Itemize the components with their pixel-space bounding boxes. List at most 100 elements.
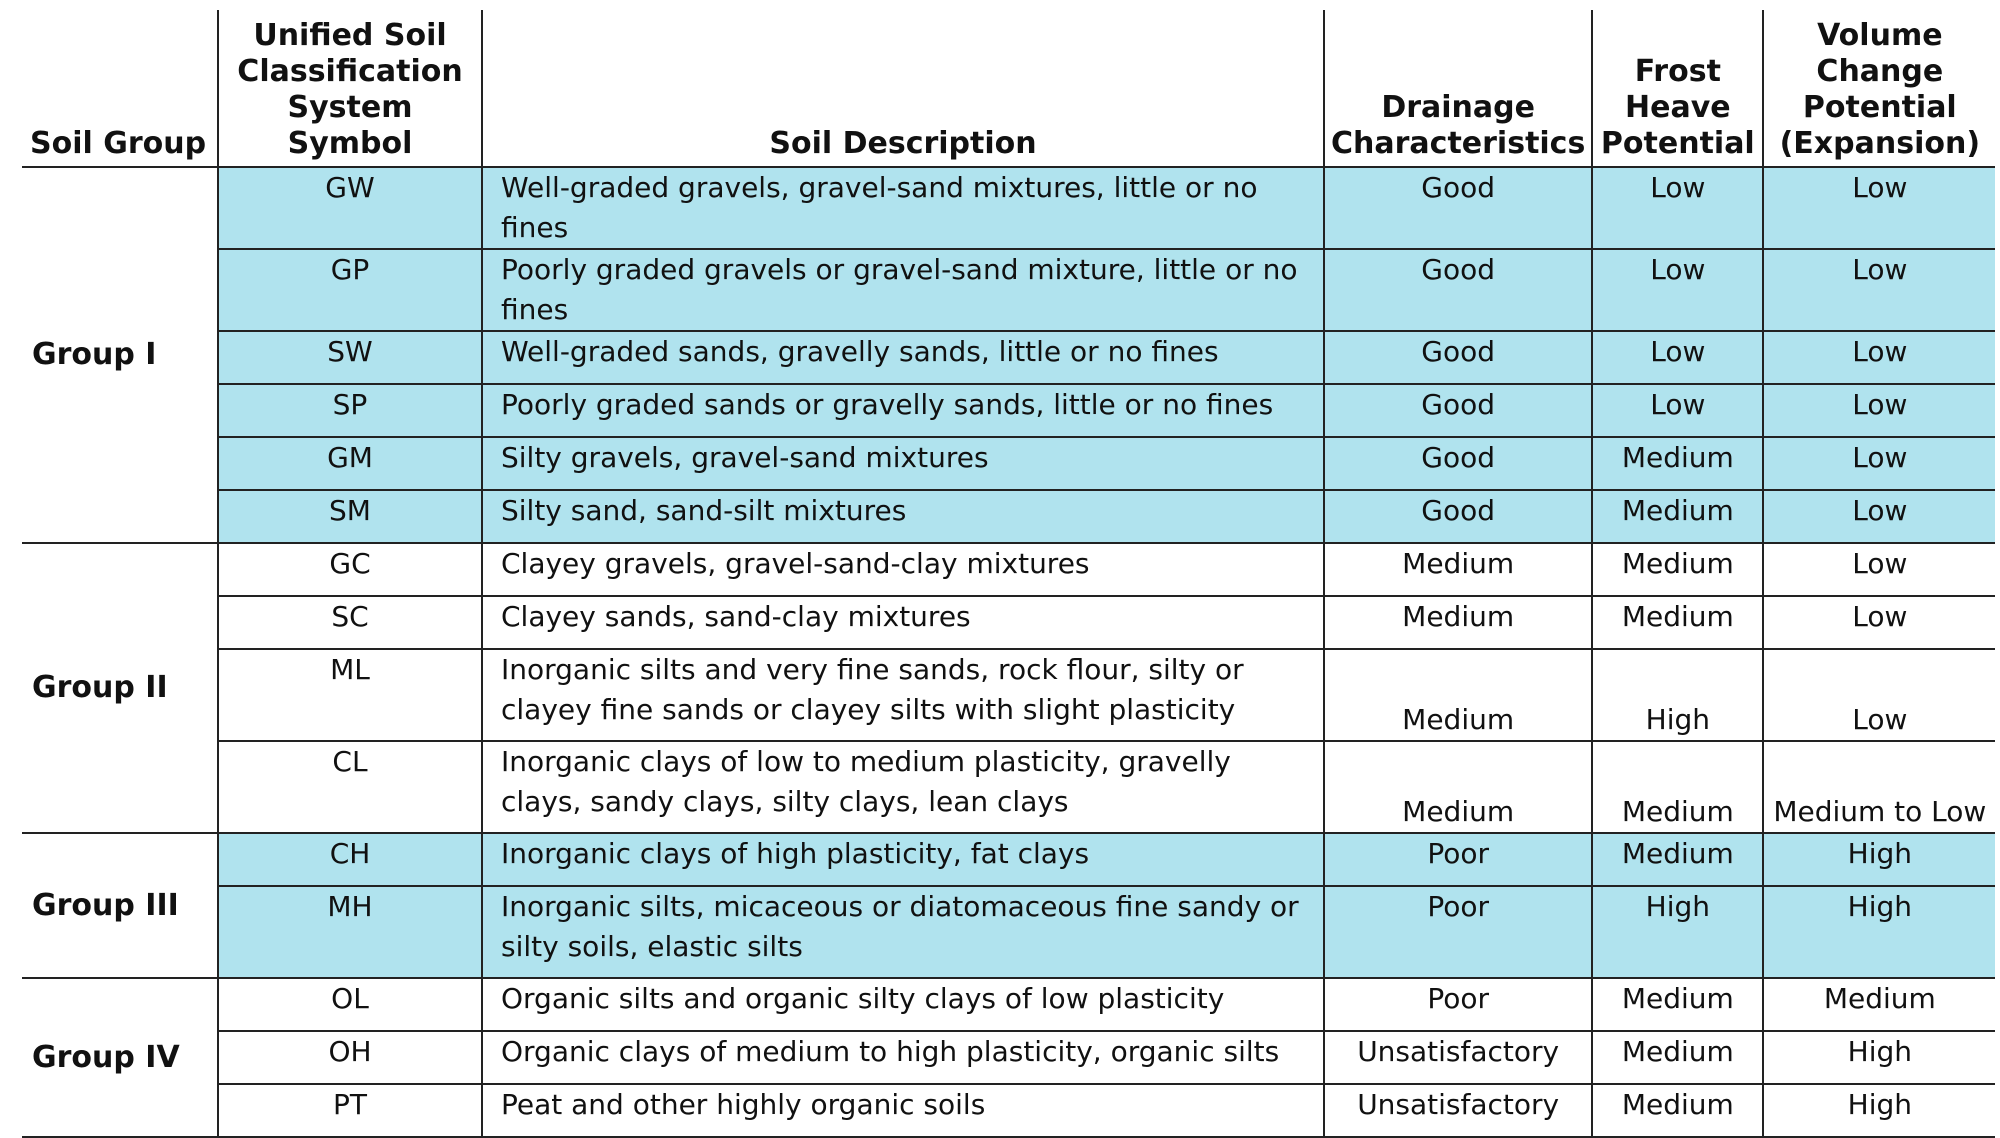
drainage-cell: Good [1322, 167, 1593, 250]
frost-heave-cell: High [1591, 886, 1764, 979]
soil-description-cell: Organic clays of medium to high plastici… [481, 1031, 1324, 1085]
soil-description-cell: Silty gravels, gravel-sand mixtures [481, 437, 1324, 491]
uscs-symbol-cell: GW [217, 167, 482, 250]
soil-description-cell: Silty sand, sand-silt mixtures [481, 490, 1324, 544]
frost-heave-cell: Medium [1591, 490, 1764, 544]
drainage-cell: Poor [1322, 886, 1593, 979]
table-row: Group III CH Inorganic clays of high plast… [22, 833, 1996, 979]
frost-heave-cell: Low [1591, 331, 1764, 385]
drainage-cell: Good [1322, 331, 1593, 385]
volume-change-cell: High [1762, 833, 1996, 887]
table-row: Group IV OL Organic silts and organic silt… [22, 978, 1996, 1138]
volume-change-cell: Low [1762, 596, 1996, 650]
header-soil-description: Soil Description [481, 10, 1324, 168]
uscs-symbol-cell: ML [217, 649, 482, 742]
drainage-cell: Medium [1322, 649, 1593, 742]
volume-change-cell: Low [1762, 249, 1996, 332]
frost-heave-cell: Medium [1591, 596, 1764, 650]
table-row: GM Silty gravels, gravel-sand mixtures Goo… [22, 437, 1996, 491]
table-row: SC Clayey sands, sand-clay mixtures Medium… [22, 596, 1996, 650]
frost-heave-cell: Low [1591, 249, 1764, 332]
uscs-symbol-cell: GC [217, 543, 482, 597]
volume-change-cell: Medium to Low [1762, 741, 1996, 834]
table-row: SM Silty sand, sand-silt mixtures Good Medi… [22, 490, 1996, 544]
soil-group-label: Group IV [22, 978, 218, 1138]
table-row: MH Inorganic silts, micaceous or diatomac… [22, 886, 1996, 979]
uscs-symbol-cell: SC [217, 596, 482, 650]
drainage-cell: Poor [1322, 978, 1593, 1032]
frost-heave-cell: Medium [1591, 978, 1764, 1032]
header-row: Soil Group Unified Soil Classification S… [22, 10, 1996, 168]
uscs-symbol-cell: MH [217, 886, 482, 979]
uscs-symbol-cell: SP [217, 384, 482, 438]
uscs-symbol-cell: GP [217, 249, 482, 332]
volume-change-cell: Low [1762, 167, 1996, 250]
uscs-symbol-cell: CH [217, 833, 482, 887]
soil-description-cell: Inorganic clays of high plasticity, fat … [481, 833, 1324, 887]
frost-heave-cell: Medium [1591, 833, 1764, 887]
drainage-cell: Unsatisfactory [1322, 1084, 1593, 1138]
drainage-cell: Good [1322, 437, 1593, 491]
soil-group-label: Group III [22, 833, 218, 979]
table-row: SW Well-graded sands, gravelly sands, lit… [22, 331, 1996, 385]
volume-change-cell: Low [1762, 384, 1996, 438]
frost-heave-cell: Low [1591, 167, 1764, 250]
volume-change-cell: High [1762, 886, 1996, 979]
drainage-cell: Medium [1322, 596, 1593, 650]
soil-group-label: Group II [22, 543, 218, 834]
table-row: OH Organic clays of medium to high plasti… [22, 1031, 1996, 1085]
volume-change-cell: Low [1762, 649, 1996, 742]
uscs-symbol-cell: GM [217, 437, 482, 491]
uscs-symbol-cell: OL [217, 978, 482, 1032]
volume-change-cell: High [1762, 1084, 1996, 1138]
uscs-symbol-cell: CL [217, 741, 482, 834]
soil-classification-table: Soil Group Unified Soil Classification S… [22, 10, 1996, 1138]
uscs-symbol-cell: SM [217, 490, 482, 544]
frost-heave-cell: Medium [1591, 437, 1764, 491]
soil-description-cell: Well-graded gravels, gravel-sand mixture… [481, 167, 1324, 250]
soil-description-cell: Inorganic silts and very fine sands, roc… [481, 649, 1324, 742]
uscs-symbol-cell: PT [217, 1084, 482, 1138]
uscs-symbol-cell: SW [217, 331, 482, 385]
drainage-cell: Poor [1322, 833, 1593, 887]
soil-description-cell: Clayey gravels, gravel-sand-clay mixture… [481, 543, 1324, 597]
volume-change-cell: High [1762, 1031, 1996, 1085]
table-row: PT Peat and other highly organic soils Uns… [22, 1084, 1996, 1138]
drainage-cell: Good [1322, 249, 1593, 332]
volume-change-cell: Medium [1762, 978, 1996, 1032]
table-body: Group I GW Well-graded gravels, gravel-san… [22, 167, 1996, 1138]
volume-change-cell: Low [1762, 331, 1996, 385]
table-row: Group I GW Well-graded gravels, gravel-san… [22, 167, 1996, 544]
soil-description-cell: Organic silts and organic silty clays of… [481, 978, 1324, 1032]
table-row: SP Poorly graded sands or gravelly sands,… [22, 384, 1996, 438]
drainage-cell: Good [1322, 384, 1593, 438]
frost-heave-cell: Medium [1591, 741, 1764, 834]
header-frost-heave: Frost Heave Potential [1591, 10, 1764, 168]
drainage-cell: Medium [1322, 543, 1593, 597]
header-uscs-symbol: Unified Soil Classification System Symbo… [217, 10, 482, 168]
soil-description-cell: Inorganic clays of low to medium plastic… [481, 741, 1324, 834]
frost-heave-cell: Low [1591, 384, 1764, 438]
volume-change-cell: Low [1762, 437, 1996, 491]
soil-description-cell: Peat and other highly organic soils [481, 1084, 1324, 1138]
drainage-cell: Medium [1322, 741, 1593, 834]
soil-description-cell: Poorly graded sands or gravelly sands, l… [481, 384, 1324, 438]
table-row: ML Inorganic silts and very fine sands, r… [22, 649, 1996, 742]
frost-heave-cell: Medium [1591, 1084, 1764, 1138]
volume-change-cell: Low [1762, 543, 1996, 597]
header-volume-change: Volume Change Potential (Expansion) [1762, 10, 1996, 168]
soil-description-cell: Well-graded sands, gravelly sands, littl… [481, 331, 1324, 385]
soil-group-label: Group I [22, 167, 218, 544]
soil-description-cell: Poorly graded gravels or gravel-sand mix… [481, 249, 1324, 332]
volume-change-cell: Low [1762, 490, 1996, 544]
drainage-cell: Unsatisfactory [1322, 1031, 1593, 1085]
table-row: Group II GC Clayey gravels, gravel-sand-cl… [22, 543, 1996, 834]
drainage-cell: Good [1322, 490, 1593, 544]
soil-description-cell: Clayey sands, sand-clay mixtures [481, 596, 1324, 650]
frost-heave-cell: High [1591, 649, 1764, 742]
table-row: GP Poorly graded gravels or gravel-sand m… [22, 249, 1996, 332]
frost-heave-cell: Medium [1591, 543, 1764, 597]
table-row: CL Inorganic clays of low to medium plast… [22, 741, 1996, 834]
header-drainage: Drainage Characteristics [1322, 10, 1593, 168]
frost-heave-cell: Medium [1591, 1031, 1764, 1085]
